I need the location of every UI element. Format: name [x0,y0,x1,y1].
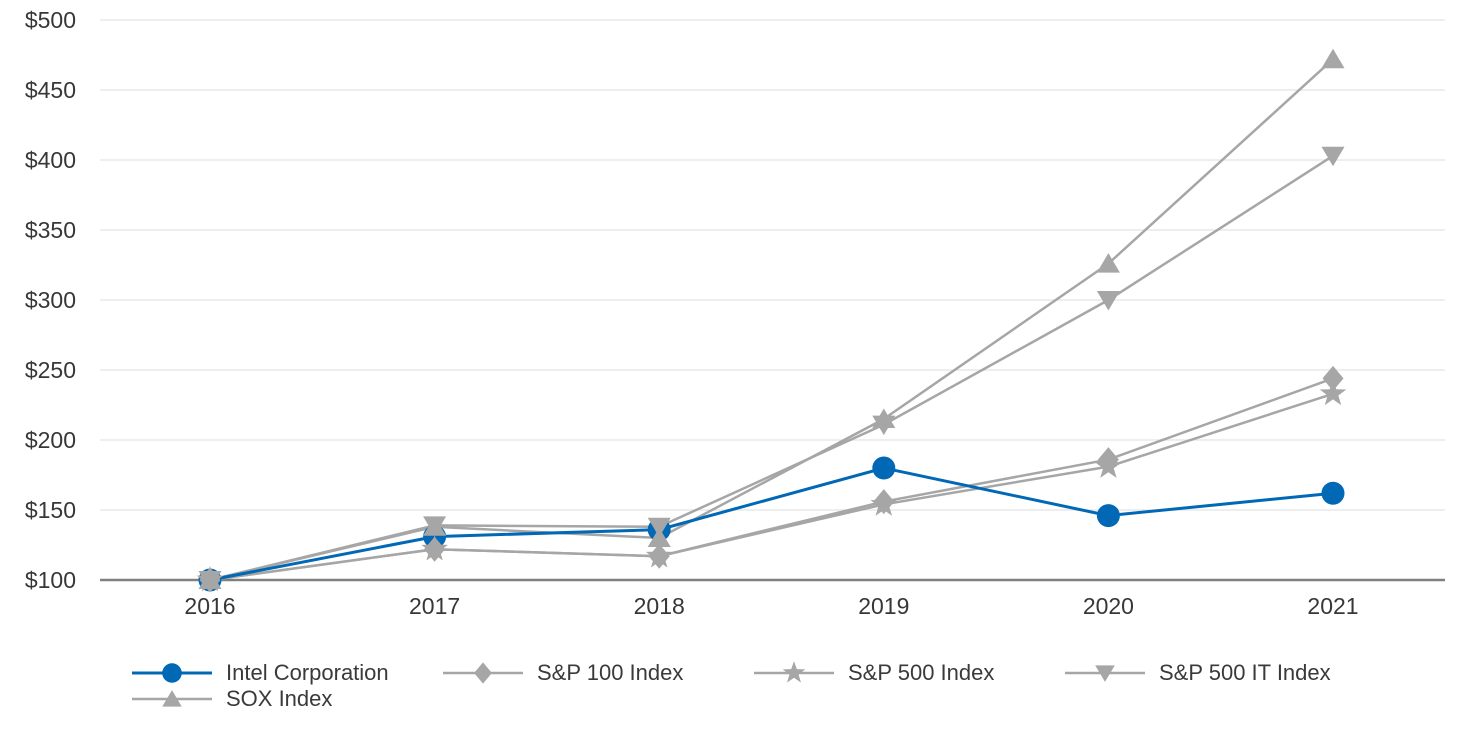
svg-text:$500: $500 [25,7,76,33]
svg-text:$300: $300 [25,287,76,313]
svg-text:2016: 2016 [184,593,235,619]
legend-label: Intel Corporation [226,660,389,685]
series-markers-s-p-500-index [196,379,1347,592]
svg-text:$250: $250 [25,357,76,383]
series-markers-s-p-100-index [199,365,1344,593]
series-line-s-p-500-index [209,392,1334,582]
chart-legend: Intel Corporation S&P 100 Index S&P 500 In… [0,0,1464,711]
svg-text:2021: 2021 [1307,593,1358,619]
legend-marker-circle-icon [132,663,212,683]
x-axis-tick-labels: 2016 2017 2018 2019 2020 2021 [184,593,1358,619]
series-line-s-p-500-it-index [209,154,1334,582]
svg-text:$400: $400 [25,147,76,173]
svg-text:2018: 2018 [634,593,685,619]
stock-performance-chart: $100 $150 $200 $250 $300 $350 $400 $450 $500 2016… [25,7,1445,619]
legend-item-s-p-500-index: S&P 500 Index [752,660,994,686]
svg-text:$150: $150 [25,497,76,523]
legend-item-intel-corporation: Intel Corporation [130,660,389,686]
legend-item-sox-index: SOX Index [130,686,332,712]
legend-label: S&P 100 Index [537,660,684,685]
series-line-sox-index [209,58,1334,582]
legend-marker-triangle-down-icon [1065,665,1145,682]
svg-text:$100: $100 [25,567,76,593]
gridlines [100,19,1445,511]
svg-text:2017: 2017 [409,593,460,619]
svg-text:$450: $450 [25,77,76,103]
legend-item-s-p-500-it-index: S&P 500 IT Index [1063,660,1331,686]
legend-label: S&P 500 IT Index [1159,660,1331,685]
series-markers-s-p-500-it-index [198,146,1345,591]
legend-label: S&P 500 Index [848,660,995,685]
y-axis-tick-labels: $100 $150 $200 $250 $300 $350 $400 $450 $500 [25,7,76,593]
svg-text:$200: $200 [25,427,76,453]
legend-item-s-p-100-index: S&P 100 Index [441,660,683,686]
legend-marker-diamond-icon [443,662,523,684]
svg-text:2019: 2019 [858,593,909,619]
svg-text:$350: $350 [25,217,76,243]
legend-marker-star-icon [754,661,834,683]
legend-label: SOX Index [226,686,333,711]
series-line-intel-corporation [209,466,1334,582]
legend-marker-triangle-up-icon [132,690,212,707]
svg-text:2020: 2020 [1083,593,1134,619]
